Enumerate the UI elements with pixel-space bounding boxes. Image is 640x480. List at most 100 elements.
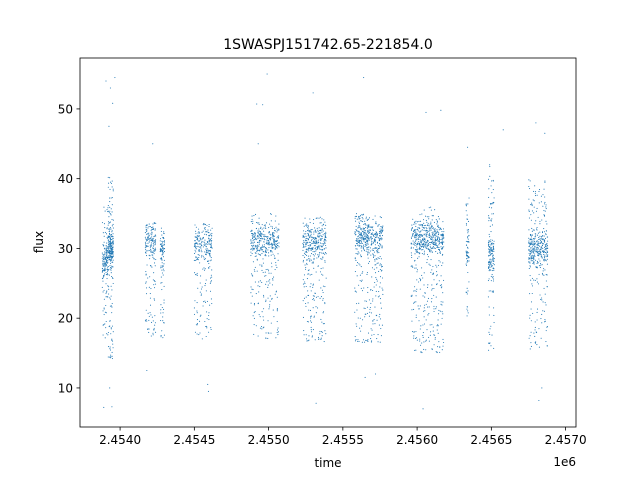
data-point [538,251,540,253]
data-point [305,242,307,244]
data-point [278,223,280,225]
data-point [532,248,534,250]
data-point [105,312,107,314]
data-point [319,297,321,299]
data-point [380,335,382,337]
data-point [413,302,415,304]
data-point [436,271,438,273]
data-point [257,250,259,252]
data-point [533,279,535,281]
data-point [145,250,147,252]
data-point [425,339,427,341]
data-point [545,274,547,276]
data-point [410,252,412,254]
data-point [309,247,311,250]
data-point [321,231,323,233]
data-point [414,229,416,231]
data-point [545,256,547,258]
data-point [418,224,420,226]
data-point [537,283,540,285]
data-point [302,283,305,285]
data-point [425,235,427,237]
data-point [269,304,271,306]
data-point [153,287,156,289]
y-tick-label: 10 [58,381,73,395]
data-point [107,296,109,298]
data-point [356,237,358,240]
data-point [209,260,211,262]
data-point [362,235,364,237]
data-point [324,303,326,305]
data-point [310,326,312,328]
data-point [321,243,323,245]
data-point [305,250,307,252]
data-point [109,197,111,199]
data-point [424,310,426,312]
data-point [465,244,468,246]
data-point [489,261,491,263]
data-point [266,236,268,238]
data-point [355,253,357,255]
data-point [154,324,156,326]
data-point [490,345,492,347]
data-point [379,243,381,245]
data-point [421,249,423,251]
data-point [535,250,537,252]
data-point [438,229,440,231]
data-point [419,214,421,216]
data-point [255,227,257,229]
data-point [148,223,150,225]
data-point [371,226,373,228]
data-point [111,251,113,253]
data-point [274,244,277,246]
data-point [536,262,538,264]
data-point [467,310,469,312]
data-point [257,285,259,287]
data-point [545,220,547,222]
data-point [317,265,319,267]
data-point [427,222,429,224]
data-point [202,268,204,270]
data-point [106,253,108,255]
data-point [308,335,310,337]
data-point [437,231,439,233]
data-point [540,246,542,248]
data-point [253,241,256,243]
data-point [111,211,113,213]
data-point [270,272,272,274]
data-point [427,306,429,308]
data-point [151,227,153,229]
data-point [250,302,252,304]
data-point [380,264,383,266]
data-point [354,234,357,236]
data-point [367,230,369,232]
data-point [487,263,490,265]
data-point [467,229,470,231]
data-point [420,239,422,241]
data-point [418,231,421,233]
data-point [366,224,368,226]
data-point [544,196,546,198]
data-point [313,237,315,239]
data-point [378,239,381,241]
data-point [442,313,444,315]
data-point [257,241,259,243]
data-point [308,241,310,243]
data-point [364,223,366,225]
data-point [531,227,533,230]
data-point [416,339,418,341]
data-point [110,305,112,307]
data-point [272,309,274,311]
data-point [422,334,424,337]
data-point [109,234,111,236]
data-point [528,337,530,339]
data-point [102,256,104,258]
data-point [194,244,196,246]
data-point [255,325,257,327]
data-point [321,229,323,231]
data-point [253,239,255,241]
data-point [542,301,544,303]
data-point [194,249,196,251]
data-point [367,262,370,264]
data-point [544,259,547,261]
